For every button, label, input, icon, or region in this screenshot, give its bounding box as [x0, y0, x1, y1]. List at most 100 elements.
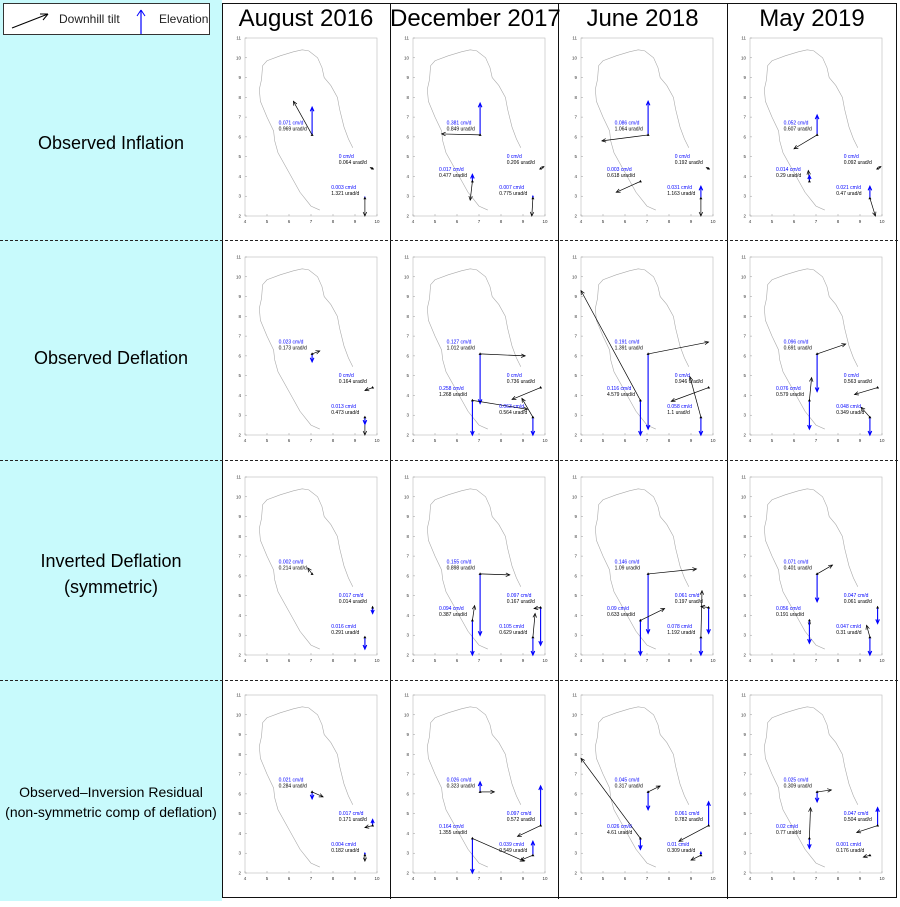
x-tick-label: 7 [478, 438, 481, 443]
tilt-rate-label: 0.47 urad/d [836, 191, 862, 197]
x-tick-label: 8 [668, 219, 671, 224]
y-tick-label: 9 [743, 75, 746, 80]
station-d: 0.007 cm/d0.775 urad/d [499, 185, 535, 217]
x-tick-label: 10 [710, 219, 716, 224]
elevation-arrow [814, 791, 820, 804]
elevation-rate-label: 0.021 cm/d [279, 778, 304, 784]
elevation-rate-label: 0.105 cm/d [499, 624, 524, 630]
station-a: 0.127 cm/d1.012 urad/d [447, 340, 527, 405]
elevation-rate-label: 0.025 cm/d [784, 778, 809, 784]
y-tick-label: 3 [238, 194, 241, 199]
station-marker [876, 386, 880, 389]
elevation-rate-label: 0.076 cm/d [776, 386, 801, 392]
station-marker [363, 196, 367, 200]
station-d: 0.021 cm/d0.47 urad/d [836, 185, 877, 217]
x-tick-label: 4 [580, 438, 583, 443]
y-tick-label: 2 [574, 871, 577, 876]
legend-elevation-label: Elevation [159, 12, 209, 26]
tilt-arrow [529, 198, 535, 217]
y-tick-label: 5 [743, 811, 746, 816]
y-tick-label: 6 [406, 134, 409, 139]
x-tick-label: 4 [412, 219, 415, 224]
station-c: 0 cm/d0.192 urad/d [675, 154, 711, 170]
x-tick-label: 5 [266, 876, 269, 881]
x-tick-label: 4 [244, 438, 247, 443]
column-header-december-2017: December 2017 [390, 5, 561, 32]
y-tick-label: 9 [406, 75, 409, 80]
y-tick-label: 10 [404, 712, 410, 717]
station-b: 0.003 cm/d0.618 urad/d [607, 167, 642, 193]
elevation-rate-label: 0.047 cm/d [844, 811, 869, 817]
station-c: 0.061 cm/d0.197 urad/d [675, 593, 711, 635]
volcano-outline [763, 268, 859, 430]
elevation-arrow [470, 620, 475, 657]
tilt-rate-label: 0.691 urad/d [784, 346, 812, 352]
plot-frame [244, 256, 378, 436]
column-header-june-2018: June 2018 [586, 5, 699, 32]
station-c: 0.097 cm/d0.167 urad/d [507, 593, 543, 647]
elevation-arrow [698, 637, 704, 657]
y-tick-label: 2 [574, 214, 577, 219]
station-c: 0 cm/d0.164 urad/d [339, 373, 375, 392]
x-tick-label: 5 [602, 658, 605, 663]
station-d: 0.031 cm/d1.163 urad/d [667, 185, 704, 217]
elevation-rate-label: 0.004 cm/d [331, 842, 356, 848]
y-tick-label: 3 [238, 851, 241, 856]
y-tick-label: 10 [741, 712, 747, 717]
elevation-rate-label: 0.258 cm/d [439, 386, 464, 392]
x-tick-label: 4 [412, 658, 415, 663]
station-marker [478, 572, 482, 575]
station-marker [699, 635, 703, 639]
station-marker [807, 836, 811, 840]
station-marker [310, 352, 314, 355]
tilt-rate-label: 0.477 urad/d [439, 173, 467, 179]
elevation-rate-label: 0.007 cm/d [499, 185, 524, 191]
row-label-observed-deflation: Observed Deflation [0, 345, 222, 371]
column-divider [727, 3, 728, 899]
panel-1-1: 4 5 6 7 8 9 10 2 3 4 5 6 7 8 9 10 11 0.127 cm/d1.012 urad… [404, 255, 548, 444]
elevation-rate-label: 0 cm/d [339, 154, 354, 160]
tilt-arrow [690, 854, 702, 861]
y-tick-label: 3 [743, 633, 746, 638]
plot-frame [580, 37, 714, 217]
station-marker [539, 386, 543, 389]
volcano-outline [763, 488, 859, 650]
x-tick-label: 9 [354, 438, 357, 443]
tilt-arrow [865, 624, 871, 638]
x-tick-label: 6 [793, 219, 796, 224]
tilt-rate-label: 0.849 urad/d [447, 127, 475, 133]
x-tick-label: 4 [580, 658, 583, 663]
y-tick-label: 4 [743, 174, 746, 179]
y-tick-label: 3 [406, 633, 409, 638]
tilt-rate-label: 1.163 urad/d [667, 191, 695, 197]
y-tick-label: 10 [572, 712, 578, 717]
y-tick-label: 2 [238, 871, 241, 876]
tilt-arrow [670, 387, 709, 403]
y-tick-label: 11 [741, 36, 746, 41]
y-tick-label: 8 [574, 752, 577, 757]
row-divider [0, 460, 898, 461]
tilt-rate-label: 0.173 urad/d [279, 346, 307, 352]
elevation-rate-label: 0.003 cm/d [607, 167, 632, 173]
x-tick-label: 8 [668, 876, 671, 881]
y-tick-label: 7 [743, 554, 746, 559]
y-tick-label: 8 [743, 752, 746, 757]
volcano-outline [594, 268, 690, 430]
tilt-arrow [678, 825, 709, 842]
elevation-arrow [309, 105, 315, 135]
y-tick-label: 10 [404, 274, 410, 279]
tilt-rate-label: 0.191 urad/d [776, 612, 804, 618]
elevation-rate-label: 0.002 cm/d [279, 560, 304, 566]
elevation-arrow [807, 838, 812, 850]
station-marker [478, 790, 482, 793]
y-tick-label: 7 [406, 115, 409, 120]
x-tick-label: 5 [434, 658, 437, 663]
elevation-rate-label: 0 cm/d [339, 373, 354, 379]
tilt-arrow [816, 343, 847, 355]
y-tick-label: 7 [406, 334, 409, 339]
tilt-rate-label: 0.167 urad/d [507, 599, 535, 605]
tilt-arrow [364, 824, 373, 829]
tilt-arrow [532, 612, 537, 638]
tilt-arrow [472, 400, 529, 411]
elevation-rate-label: 0.061 cm/d [675, 811, 700, 817]
